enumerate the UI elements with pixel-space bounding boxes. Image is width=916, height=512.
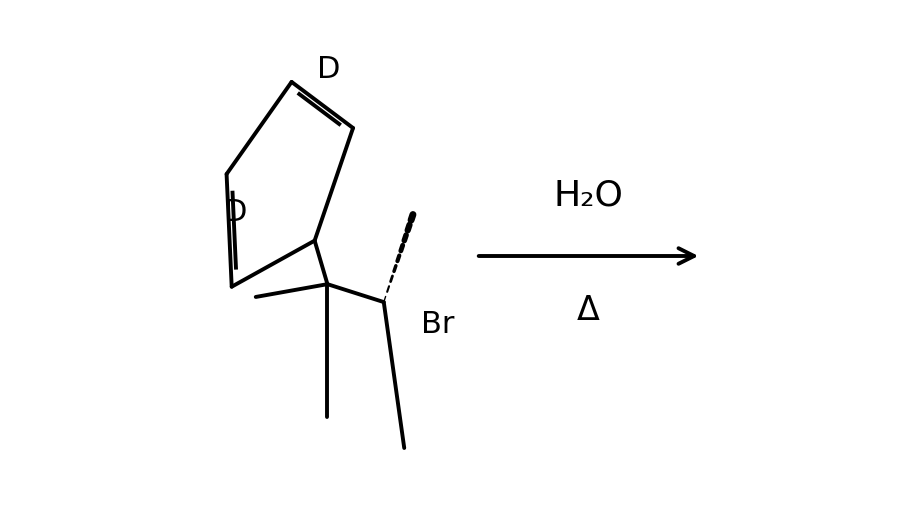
Text: Br: Br [421,310,454,339]
Text: H₂O: H₂O [553,179,624,212]
Text: Δ: Δ [577,294,600,327]
Text: D: D [224,198,247,227]
Text: D: D [317,55,340,84]
